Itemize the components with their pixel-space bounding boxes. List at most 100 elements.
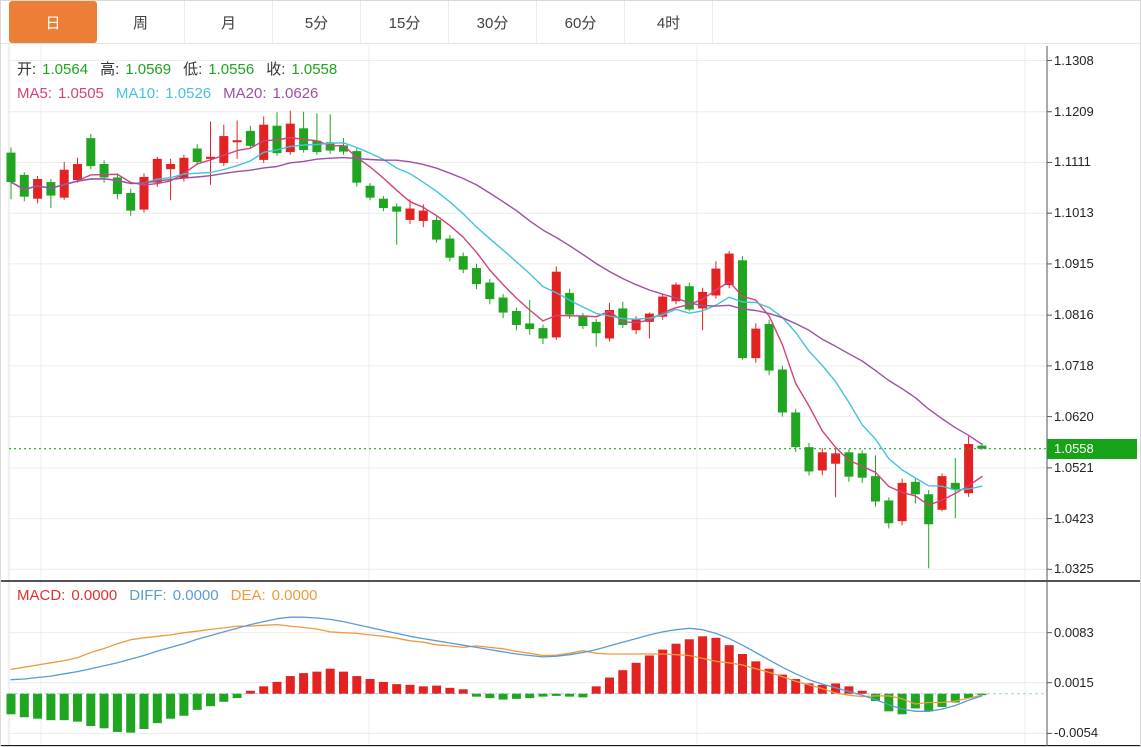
legend-item-MACD: MACD: 0.0000	[17, 587, 118, 604]
price-axis-label: 1.0816	[1054, 307, 1094, 323]
candle	[551, 266, 561, 341]
tab-4时[interactable]: 4时	[625, 1, 713, 43]
candle	[937, 473, 947, 512]
price-axis-label: 1.0620	[1054, 408, 1094, 424]
legend-item-收: 收: 1.0558	[266, 61, 338, 78]
candle	[884, 497, 894, 529]
legend-item-高: 高: 1.0569	[100, 61, 172, 78]
legend-item-开: 开: 1.0564	[17, 61, 89, 78]
price-axis-label: 1.0915	[1054, 255, 1094, 271]
legend-item-MA5: MA5: 1.0505	[17, 85, 104, 102]
candle	[432, 216, 442, 243]
legend-item-DEA: DEA: 0.0000	[230, 587, 318, 604]
tab-5分[interactable]: 5分	[273, 1, 361, 43]
candles-layer	[6, 110, 1046, 569]
legend-item-DIFF: DIFF: 0.0000	[129, 587, 219, 604]
candle	[299, 111, 309, 153]
tab-30分[interactable]: 30分	[449, 1, 537, 43]
candle	[671, 282, 681, 305]
axis-layer	[1, 46, 1140, 746]
candle	[206, 121, 215, 185]
candle	[764, 319, 774, 376]
candle	[219, 124, 229, 167]
last-price-badge: 1.0558	[1047, 438, 1137, 459]
candle	[152, 156, 162, 187]
price-axis-label: 1.0325	[1054, 561, 1094, 577]
gridlines	[8, 43, 1046, 746]
candle	[325, 114, 335, 154]
candle	[259, 116, 269, 163]
candle	[445, 234, 455, 262]
candle	[711, 261, 721, 299]
candle	[751, 323, 761, 363]
candle	[684, 282, 694, 312]
candle	[192, 144, 202, 166]
dea-line	[10, 623, 983, 705]
candle	[698, 287, 708, 331]
candle	[511, 307, 521, 331]
price-axis-label: 1.0423	[1054, 510, 1094, 526]
candle	[964, 436, 974, 497]
tab-60分[interactable]: 60分	[537, 1, 625, 43]
candle	[33, 175, 43, 204]
candle	[844, 449, 854, 482]
candle	[86, 133, 96, 170]
macd-legend: MACD: 0.0000 DIFF: 0.0000 DEA: 0.0000	[17, 587, 330, 604]
candle	[605, 302, 614, 342]
candle	[538, 324, 548, 345]
candle	[418, 204, 428, 228]
candle	[724, 250, 734, 289]
candle	[950, 458, 960, 519]
candle	[245, 125, 255, 149]
legend-item-MA20: MA20: 1.0626	[223, 85, 319, 102]
candle	[871, 455, 880, 507]
price-axis-label: 1.0718	[1054, 357, 1094, 373]
candle	[6, 147, 16, 200]
price-axis-label: 1.1308	[1054, 52, 1094, 68]
candle	[817, 448, 827, 476]
candle	[644, 312, 654, 339]
tab-周[interactable]: 周	[97, 1, 185, 43]
candle	[791, 408, 801, 452]
candle	[831, 447, 841, 498]
candle	[232, 120, 242, 159]
candle	[378, 196, 388, 212]
candle	[179, 154, 189, 182]
candle	[498, 293, 508, 319]
candle	[392, 203, 402, 245]
candle	[618, 301, 628, 329]
tab-月[interactable]: 月	[185, 1, 273, 43]
price-axis-label: 1.1209	[1054, 103, 1094, 119]
candle	[485, 278, 495, 305]
candle	[910, 478, 920, 504]
candle	[365, 183, 375, 201]
macd-axis-label: -0.0054	[1054, 725, 1099, 741]
candle	[777, 365, 787, 417]
candle	[472, 263, 481, 290]
candle	[565, 288, 575, 319]
candle	[19, 172, 29, 202]
candle	[73, 157, 82, 183]
candle	[139, 173, 149, 213]
macd-layer	[6, 616, 1046, 733]
candle	[458, 252, 468, 274]
timeframe-tabbar: 日周月 5分 15分 30分 60分 4时	[1, 1, 1140, 44]
candle	[897, 478, 907, 526]
price-axis-label: 1.0521	[1054, 459, 1094, 475]
candle	[112, 173, 122, 200]
candle	[525, 300, 535, 335]
candle	[126, 188, 136, 216]
candle	[285, 110, 295, 155]
candle	[591, 318, 601, 347]
macd-axis-label: 0.0083	[1054, 624, 1094, 640]
candle	[59, 161, 69, 200]
diff-line	[10, 616, 983, 712]
candle	[405, 199, 415, 225]
ma20-line	[10, 156, 983, 445]
tab-15分[interactable]: 15分	[361, 1, 449, 43]
legend-item-低: 低: 1.0556	[183, 61, 255, 78]
tab-日[interactable]: 日	[9, 1, 97, 43]
ma5-line	[10, 136, 983, 506]
